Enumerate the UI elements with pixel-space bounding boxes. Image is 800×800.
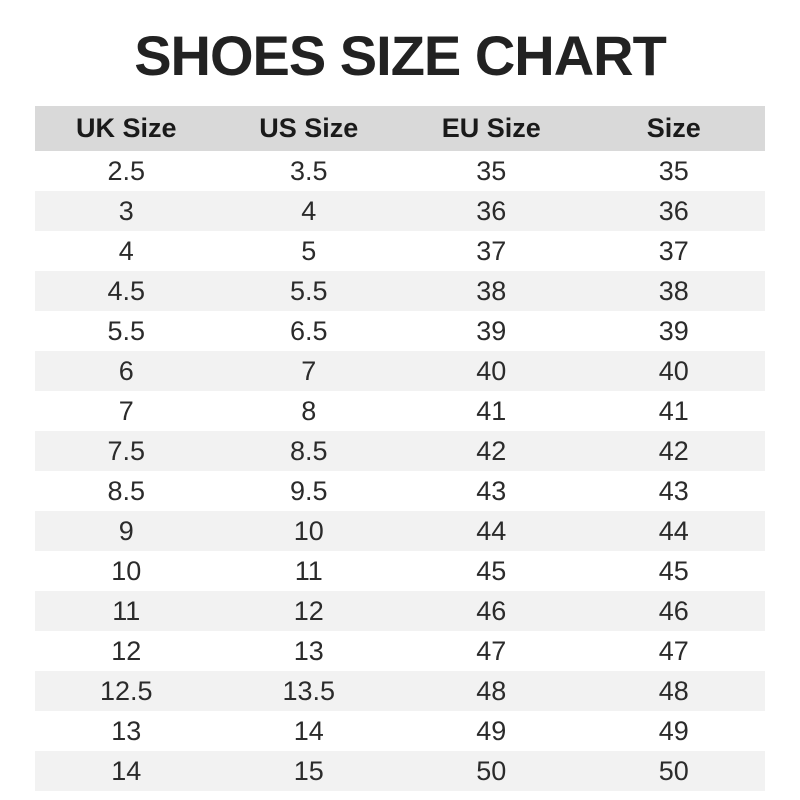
size-cell: 4.5 [107,275,146,306]
size-cell: 37 [476,235,507,266]
table-row: 4.5 5.5 38 38 [35,271,765,311]
size-cell: 47 [476,635,507,666]
size-cell: 6 [118,355,134,386]
size-cell: 10 [293,515,324,546]
table-row: 12 13 47 47 [35,631,765,671]
size-cell: 8.5 [107,475,146,506]
size-cell: 4 [118,235,134,266]
size-cell: 44 [476,515,507,546]
size-cell: 37 [658,235,689,266]
size-cell: 7.5 [107,435,146,466]
table-row: 2.5 3.5 35 35 [35,151,765,191]
size-cell: 12 [293,595,324,626]
table-row: 14 15 50 50 [35,751,765,791]
size-chart-table: UK Size US Size EU Size Size 2.5 3.5 35 35 3… [35,106,765,791]
size-cell: 41 [658,395,689,426]
table-row: 8.5 9.5 43 43 [35,471,765,511]
size-cell: 40 [658,355,689,386]
table-row: 13 14 49 49 [35,711,765,751]
size-cell: 15 [293,755,324,786]
size-cell: 43 [476,475,507,506]
size-cell: 42 [658,435,689,466]
size-cell: 45 [658,555,689,586]
size-cell: 13 [293,635,324,666]
size-cell: 45 [476,555,507,586]
size-cell: 38 [658,275,689,306]
table-row: 9 10 44 44 [35,511,765,551]
size-cell: 2.5 [107,155,146,186]
table-row: 11 12 46 46 [35,591,765,631]
size-cell: 48 [658,675,689,706]
size-cell: 39 [476,315,507,346]
size-cell: 38 [476,275,507,306]
size-cell: 49 [476,715,507,746]
size-cell: 42 [476,435,507,466]
size-cell: 44 [658,515,689,546]
table-row: 3 4 36 36 [35,191,765,231]
size-cell: 46 [658,595,689,626]
size-cell: 11 [112,595,141,626]
column-header-uk-size: UK Size [35,106,218,151]
header-row: UK Size US Size EU Size Size [35,106,765,151]
size-cell: 5 [301,235,317,266]
size-cell: 9.5 [289,475,328,506]
size-cell: 8.5 [289,435,328,466]
size-cell: 46 [476,595,507,626]
size-cell: 48 [476,675,507,706]
size-cell: 50 [476,755,507,786]
size-cell: 5.5 [289,275,328,306]
table-row: 7 8 41 41 [35,391,765,431]
column-header-size: Size [582,106,765,151]
table-row: 5.5 6.5 39 39 [35,311,765,351]
size-cell: 4 [301,195,317,226]
table-row: 6 7 40 40 [35,351,765,391]
size-cell: 13.5 [282,675,336,706]
size-cell: 36 [658,195,689,226]
size-cell: 14 [293,715,324,746]
size-cell: 7 [301,355,317,386]
size-cell: 3 [118,195,134,226]
size-cell: 35 [476,155,507,186]
size-cell: 9 [118,515,134,546]
table-row: 12.5 13.5 48 48 [35,671,765,711]
size-cell: 36 [476,195,507,226]
size-cell: 49 [658,715,689,746]
column-header-eu-size: EU Size [400,106,583,151]
size-cell: 6.5 [289,315,328,346]
table-row: 4 5 37 37 [35,231,765,271]
size-cell: 5.5 [107,315,146,346]
size-cell: 3.5 [289,155,328,186]
size-cell: 35 [658,155,689,186]
size-cell: 13 [111,715,142,746]
size-cell: 43 [658,475,689,506]
table-body: 2.5 3.5 35 35 3 4 36 36 4 5 37 37 4.5 5.5 38 38 5.5 6.5 39… [35,151,765,791]
size-cell: 7 [118,395,134,426]
size-cell: 14 [111,755,142,786]
size-cell: 47 [658,635,689,666]
size-cell: 11 [294,555,323,586]
table-row: 10 11 45 45 [35,551,765,591]
size-cell: 12 [111,635,142,666]
size-cell: 40 [476,355,507,386]
size-cell: 10 [111,555,142,586]
column-header-us-size: US Size [217,106,400,151]
table-row: 7.5 8.5 42 42 [35,431,765,471]
size-cell: 12.5 [99,675,153,706]
size-cell: 39 [658,315,689,346]
size-cell: 50 [658,755,689,786]
page-title: SHOES SIZE CHART [134,24,667,87]
size-cell: 41 [476,395,507,426]
size-cell: 8 [301,395,317,426]
